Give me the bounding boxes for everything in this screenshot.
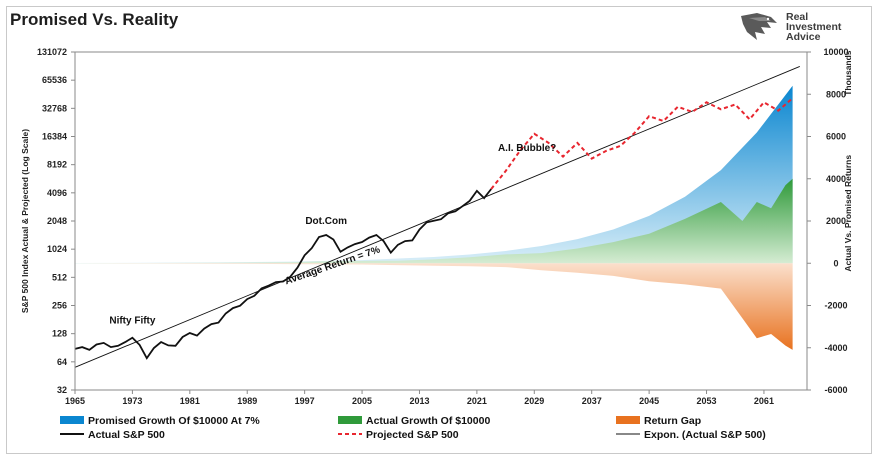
x-tick-label: 2021 bbox=[467, 396, 487, 406]
brand-line-2: Investment bbox=[786, 21, 842, 33]
x-tick-label: 1997 bbox=[295, 396, 315, 406]
y-right-tick-label: 2000 bbox=[826, 216, 846, 226]
y-left-tick-label: 2048 bbox=[47, 216, 67, 226]
legend-item: Return Gap bbox=[616, 415, 701, 427]
legend-label: Expon. (Actual S&P 500) bbox=[644, 429, 766, 441]
x-tick-label: 2013 bbox=[409, 396, 429, 406]
legend-item: Actual Growth Of $10000 bbox=[338, 415, 490, 427]
legend: Promised Growth Of $10000 At 7% Actual Gr… bbox=[60, 415, 766, 441]
y-left-tick-label: 256 bbox=[52, 301, 67, 311]
x-tick-label: 1981 bbox=[180, 396, 200, 406]
y-left-axis-title: S&P 500 Index Actual & Projected (Log Sc… bbox=[20, 129, 30, 313]
legend-item: Projected S&P 500 bbox=[338, 429, 459, 441]
y-left-tick-label: 64 bbox=[57, 357, 67, 367]
y-left-tick-label: 8192 bbox=[47, 160, 67, 170]
x-tick-label: 2037 bbox=[582, 396, 602, 406]
x-tick-label: 1989 bbox=[237, 396, 257, 406]
x-tick-label: 2045 bbox=[639, 396, 659, 406]
series-expon-trend bbox=[74, 65, 800, 368]
legend-swatch bbox=[60, 416, 84, 424]
x-tick-label: 2053 bbox=[697, 396, 717, 406]
y-right-tick-label: -6000 bbox=[824, 385, 847, 395]
legend-label: Return Gap bbox=[644, 415, 701, 427]
legend-item: Expon. (Actual S&P 500) bbox=[616, 429, 766, 441]
annotation-label: Dot.Com bbox=[305, 216, 347, 227]
series-actual-growth bbox=[75, 178, 793, 264]
legend-swatch bbox=[338, 416, 362, 424]
y-right-axis-title: Actual Vs. Promised Returns bbox=[843, 155, 853, 272]
eagle-logo-icon bbox=[741, 13, 777, 40]
y-left-tick-label: 4096 bbox=[47, 188, 67, 198]
y-left-tick-label: 128 bbox=[52, 329, 67, 339]
x-tick-label: 1965 bbox=[65, 396, 85, 406]
y-right-tick-label: 4000 bbox=[826, 174, 846, 184]
series-return-gap bbox=[75, 263, 793, 350]
legend-label: Actual S&P 500 bbox=[88, 429, 165, 441]
y-left-tick-label: 32 bbox=[57, 385, 67, 395]
plot-area bbox=[74, 65, 800, 368]
y-right-tick-label: -2000 bbox=[824, 301, 847, 311]
x-tick-label: 2061 bbox=[754, 396, 774, 406]
y-left-tick-label: 65536 bbox=[42, 75, 67, 85]
series-actual-sp500 bbox=[74, 188, 492, 360]
series-projected-sp500 bbox=[490, 97, 794, 190]
y-right-tick-label: 10000 bbox=[823, 47, 848, 57]
legend-label: Promised Growth Of $10000 At 7% bbox=[88, 415, 260, 427]
y-left-tick-label: 512 bbox=[52, 272, 67, 282]
x-tick-label: 2005 bbox=[352, 396, 372, 406]
brand-name: Real Investment Advice bbox=[786, 11, 842, 43]
legend-label: Actual Growth Of $10000 bbox=[366, 415, 490, 427]
y-left-tick-label: 16384 bbox=[42, 132, 67, 142]
y-left-tick-label: 32768 bbox=[42, 103, 67, 113]
y-right-tick-label: 8000 bbox=[826, 89, 846, 99]
y-right-tick-label: -4000 bbox=[824, 343, 847, 353]
y-right-axis-unit: Thousands bbox=[843, 50, 853, 96]
annotation-label: Nifty Fifty bbox=[109, 315, 156, 326]
brand-line-1: Real bbox=[786, 11, 809, 23]
legend-item: Actual S&P 500 bbox=[60, 429, 165, 441]
x-tick-label: 1973 bbox=[122, 396, 142, 406]
y-left-tick-label: 131072 bbox=[37, 47, 67, 57]
y-right-tick-label: 6000 bbox=[826, 132, 846, 142]
x-tick-label: 2029 bbox=[524, 396, 544, 406]
axes: 1965 1973 1981 1989 1997 2005 2013 2021 2029 2037… bbox=[20, 47, 853, 406]
brand-line-3: Advice bbox=[786, 31, 821, 43]
y-left-tick-label: 1024 bbox=[47, 244, 67, 254]
annotation-label: A.I. Bubble? bbox=[498, 143, 556, 154]
legend-item: Promised Growth Of $10000 At 7% bbox=[60, 415, 260, 427]
legend-swatch bbox=[616, 416, 640, 424]
chart-title: Promised Vs. Reality bbox=[10, 10, 179, 29]
legend-label: Projected S&P 500 bbox=[366, 429, 459, 441]
y-right-tick-label: 0 bbox=[833, 258, 838, 268]
